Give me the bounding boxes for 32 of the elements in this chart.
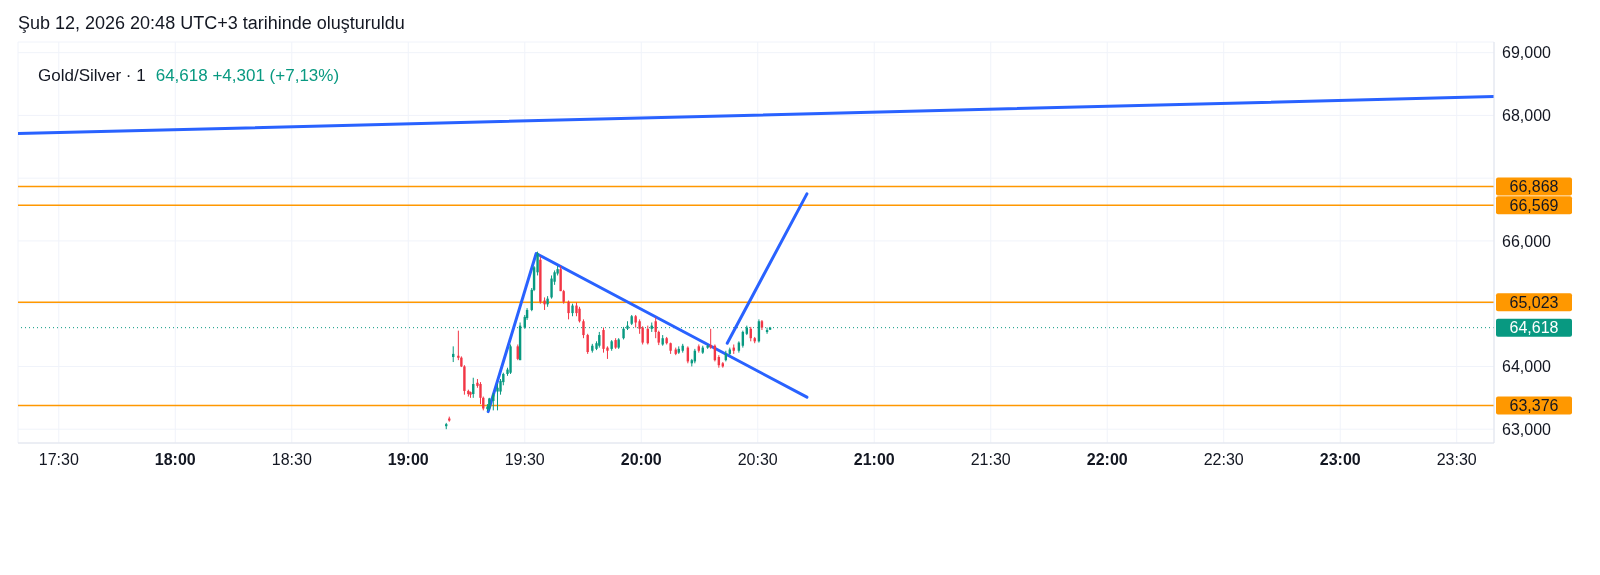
y-tick-label: 69,000	[1502, 44, 1552, 62]
annotation: 64,618 +4,301 (+7,13%)	[155, 66, 340, 86]
ref-line-label: 66,569	[1509, 196, 1559, 214]
x-tick-label: 18:30	[271, 451, 312, 468]
x-tick-label: 21:30	[970, 451, 1011, 468]
x-tick-label: 20:30	[737, 451, 778, 468]
y-tick-label: 66,000	[1502, 232, 1552, 250]
x-tick-label: 22:30	[1203, 451, 1244, 468]
x-tick-label: 18:00	[154, 451, 196, 468]
candlestick	[602, 327, 605, 354]
x-tick-label: 20:00	[620, 451, 662, 468]
x-tick-label: 23:30	[1436, 451, 1477, 468]
y-tick-label: 68,000	[1502, 107, 1552, 125]
ref-line-label: 65,023	[1509, 293, 1559, 311]
chart-title: Şub 12, 2026 20:48 UTC+3 tarihinde oluşturuldu	[17, 12, 406, 35]
text: Gold/Silver · 1	[38, 66, 146, 86]
x-tick-label: 21:00	[853, 451, 895, 468]
ref-line-label: 63,376	[1509, 397, 1559, 415]
candlestick	[496, 383, 499, 411]
candlestick	[586, 333, 589, 355]
ref-line-label: 66,868	[1509, 177, 1559, 195]
y-tick-label: 64,000	[1502, 358, 1552, 376]
ref-line-label: 64,618	[1509, 319, 1559, 337]
candlestick	[582, 318, 585, 339]
x-tick-label: 17:30	[38, 451, 79, 468]
y-tick-label: 63,000	[1502, 420, 1552, 438]
x-tick-label: 19:30	[504, 451, 545, 468]
candlestick	[567, 300, 570, 320]
x-tick-label: 19:00	[387, 451, 429, 468]
x-tick-label: 23:00	[1319, 451, 1361, 468]
candlestick	[550, 274, 553, 300]
x-tick-label: 22:00	[1086, 451, 1128, 468]
